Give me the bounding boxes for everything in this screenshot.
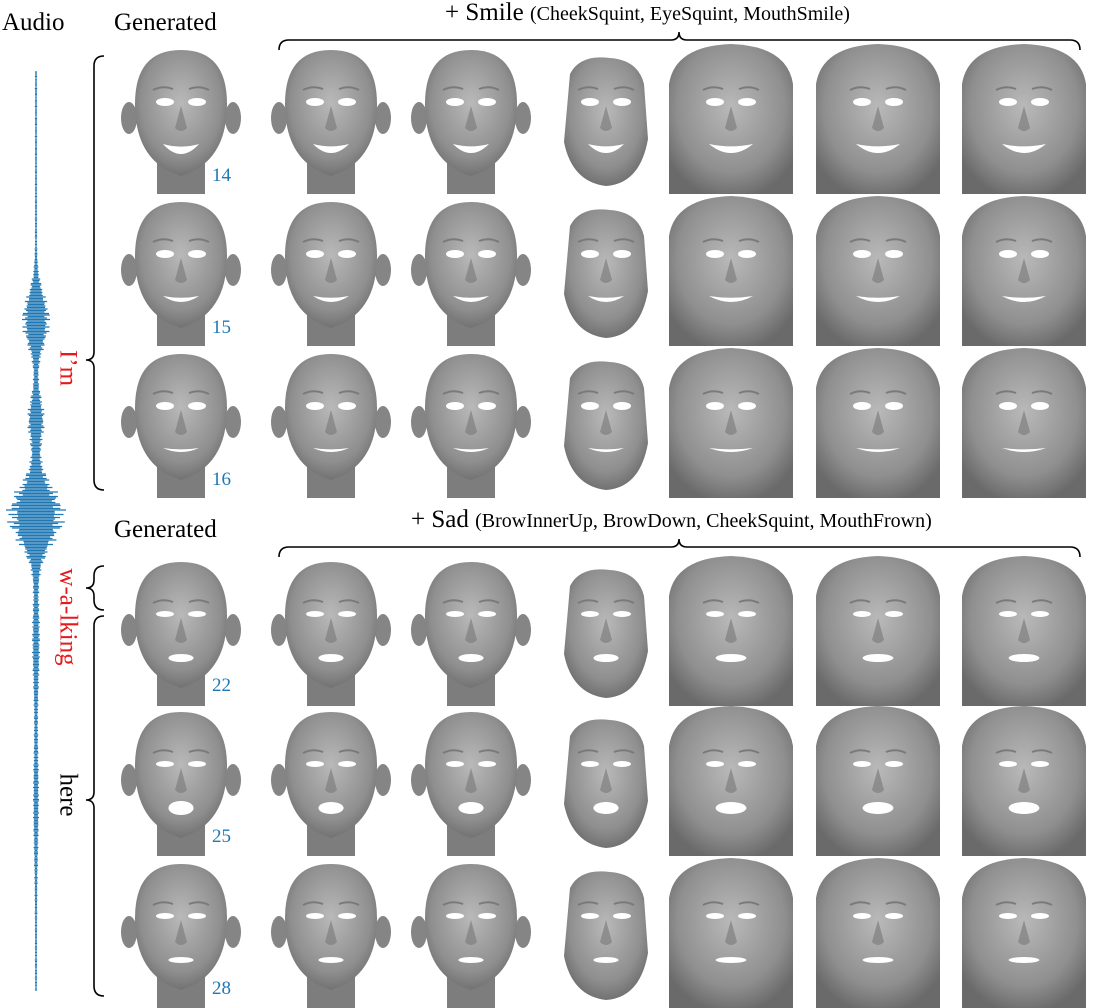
word-im: I’m: [54, 349, 82, 387]
generated-header-bottom: Generated: [114, 516, 217, 543]
frame-number: 15: [212, 317, 231, 338]
frame-number: 14: [212, 165, 231, 186]
smile-group-title: + Smile (CheekSquint, EyeSquint, MouthSm…: [445, 0, 850, 25]
smile-brace: [278, 31, 1081, 51]
brace-im: [85, 55, 105, 491]
sad-group-title: + Sad (BrowInnerUp, BrowDown, CheekSquin…: [411, 507, 932, 532]
brace-walking: [85, 565, 105, 611]
sad-brace: [278, 538, 1081, 558]
generated-header-top: Generated: [114, 9, 217, 36]
sad-title-sub: (BrowInnerUp, BrowDown, CheekSquint, Mou…: [475, 510, 932, 532]
frame-number: 16: [212, 469, 231, 490]
audio-header: Audio: [2, 9, 65, 36]
brace-here: [85, 615, 105, 997]
smile-title-main: + Smile: [445, 0, 524, 26]
audio-waveform: [6, 71, 66, 991]
smile-title-sub: (CheekSquint, EyeSquint, MouthSmile): [529, 3, 850, 25]
frame-number: 28: [212, 978, 231, 999]
frame-number: 22: [212, 675, 231, 696]
word-here: here: [54, 773, 82, 817]
frame-number: 25: [212, 826, 231, 847]
word-walking: w-a-lking: [54, 568, 82, 666]
sad-title-main: + Sad: [411, 506, 469, 533]
